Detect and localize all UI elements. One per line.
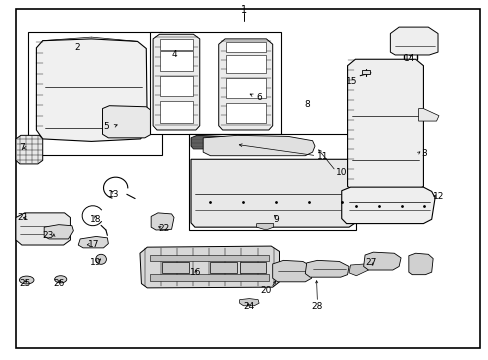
Text: 5: 5 [103,122,108,131]
Text: 22: 22 [158,224,169,233]
Polygon shape [78,237,108,248]
Polygon shape [239,298,259,306]
Polygon shape [418,109,438,121]
Polygon shape [363,252,400,270]
Bar [160,39,193,50]
Text: 9: 9 [273,215,279,224]
Text: 17: 17 [88,240,100,249]
Bar [210,262,237,273]
Text: 15: 15 [345,77,357,86]
Text: 2: 2 [74,43,80,52]
Text: 24: 24 [243,302,254,311]
Polygon shape [191,135,234,149]
Bar [225,103,265,123]
Polygon shape [347,59,423,192]
Polygon shape [191,159,355,227]
Polygon shape [16,213,70,245]
Text: 3: 3 [421,149,427,158]
Bar [188,134,356,230]
Bar [149,255,268,261]
Text: 25: 25 [19,279,30,288]
Text: 13: 13 [107,190,119,199]
Polygon shape [348,264,368,276]
Polygon shape [203,135,314,156]
Text: 8: 8 [304,100,310,109]
Bar [362,70,369,73]
Text: 4: 4 [171,50,177,59]
Text: 19: 19 [90,258,102,267]
Polygon shape [44,225,73,239]
Bar [225,55,265,73]
Text: 28: 28 [311,302,323,311]
Polygon shape [311,265,326,275]
Polygon shape [151,213,174,230]
Bar [225,42,265,52]
Text: 21: 21 [18,213,29,222]
Polygon shape [102,106,151,138]
Polygon shape [389,27,437,55]
Text: 16: 16 [190,268,201,277]
Polygon shape [272,260,311,282]
Polygon shape [218,39,272,130]
Text: 27: 27 [365,258,376,267]
Bar [160,102,193,123]
Bar [225,78,265,98]
Text: 20: 20 [260,286,271,295]
Text: 23: 23 [42,231,53,240]
Polygon shape [341,187,434,224]
Polygon shape [408,253,432,275]
Polygon shape [305,260,348,277]
Text: 11: 11 [316,152,327,161]
Bar [160,51,193,71]
Ellipse shape [20,276,34,284]
Polygon shape [36,39,147,141]
Text: 18: 18 [90,215,102,224]
Bar [239,262,266,273]
Bar [28,32,162,155]
Text: 1: 1 [241,5,247,15]
Ellipse shape [55,276,67,283]
Polygon shape [16,135,42,164]
Text: 6: 6 [256,93,262,102]
Ellipse shape [96,254,106,264]
Text: 12: 12 [432,192,444,201]
Polygon shape [140,246,279,288]
Text: 26: 26 [53,279,64,288]
Bar [149,32,281,134]
Polygon shape [153,34,200,130]
Polygon shape [256,224,273,229]
Text: 14: 14 [403,54,415,63]
Text: 7: 7 [19,143,24,152]
Bar [160,76,193,96]
Text: 10: 10 [335,168,347,177]
Bar [162,262,188,273]
Bar [149,274,268,281]
